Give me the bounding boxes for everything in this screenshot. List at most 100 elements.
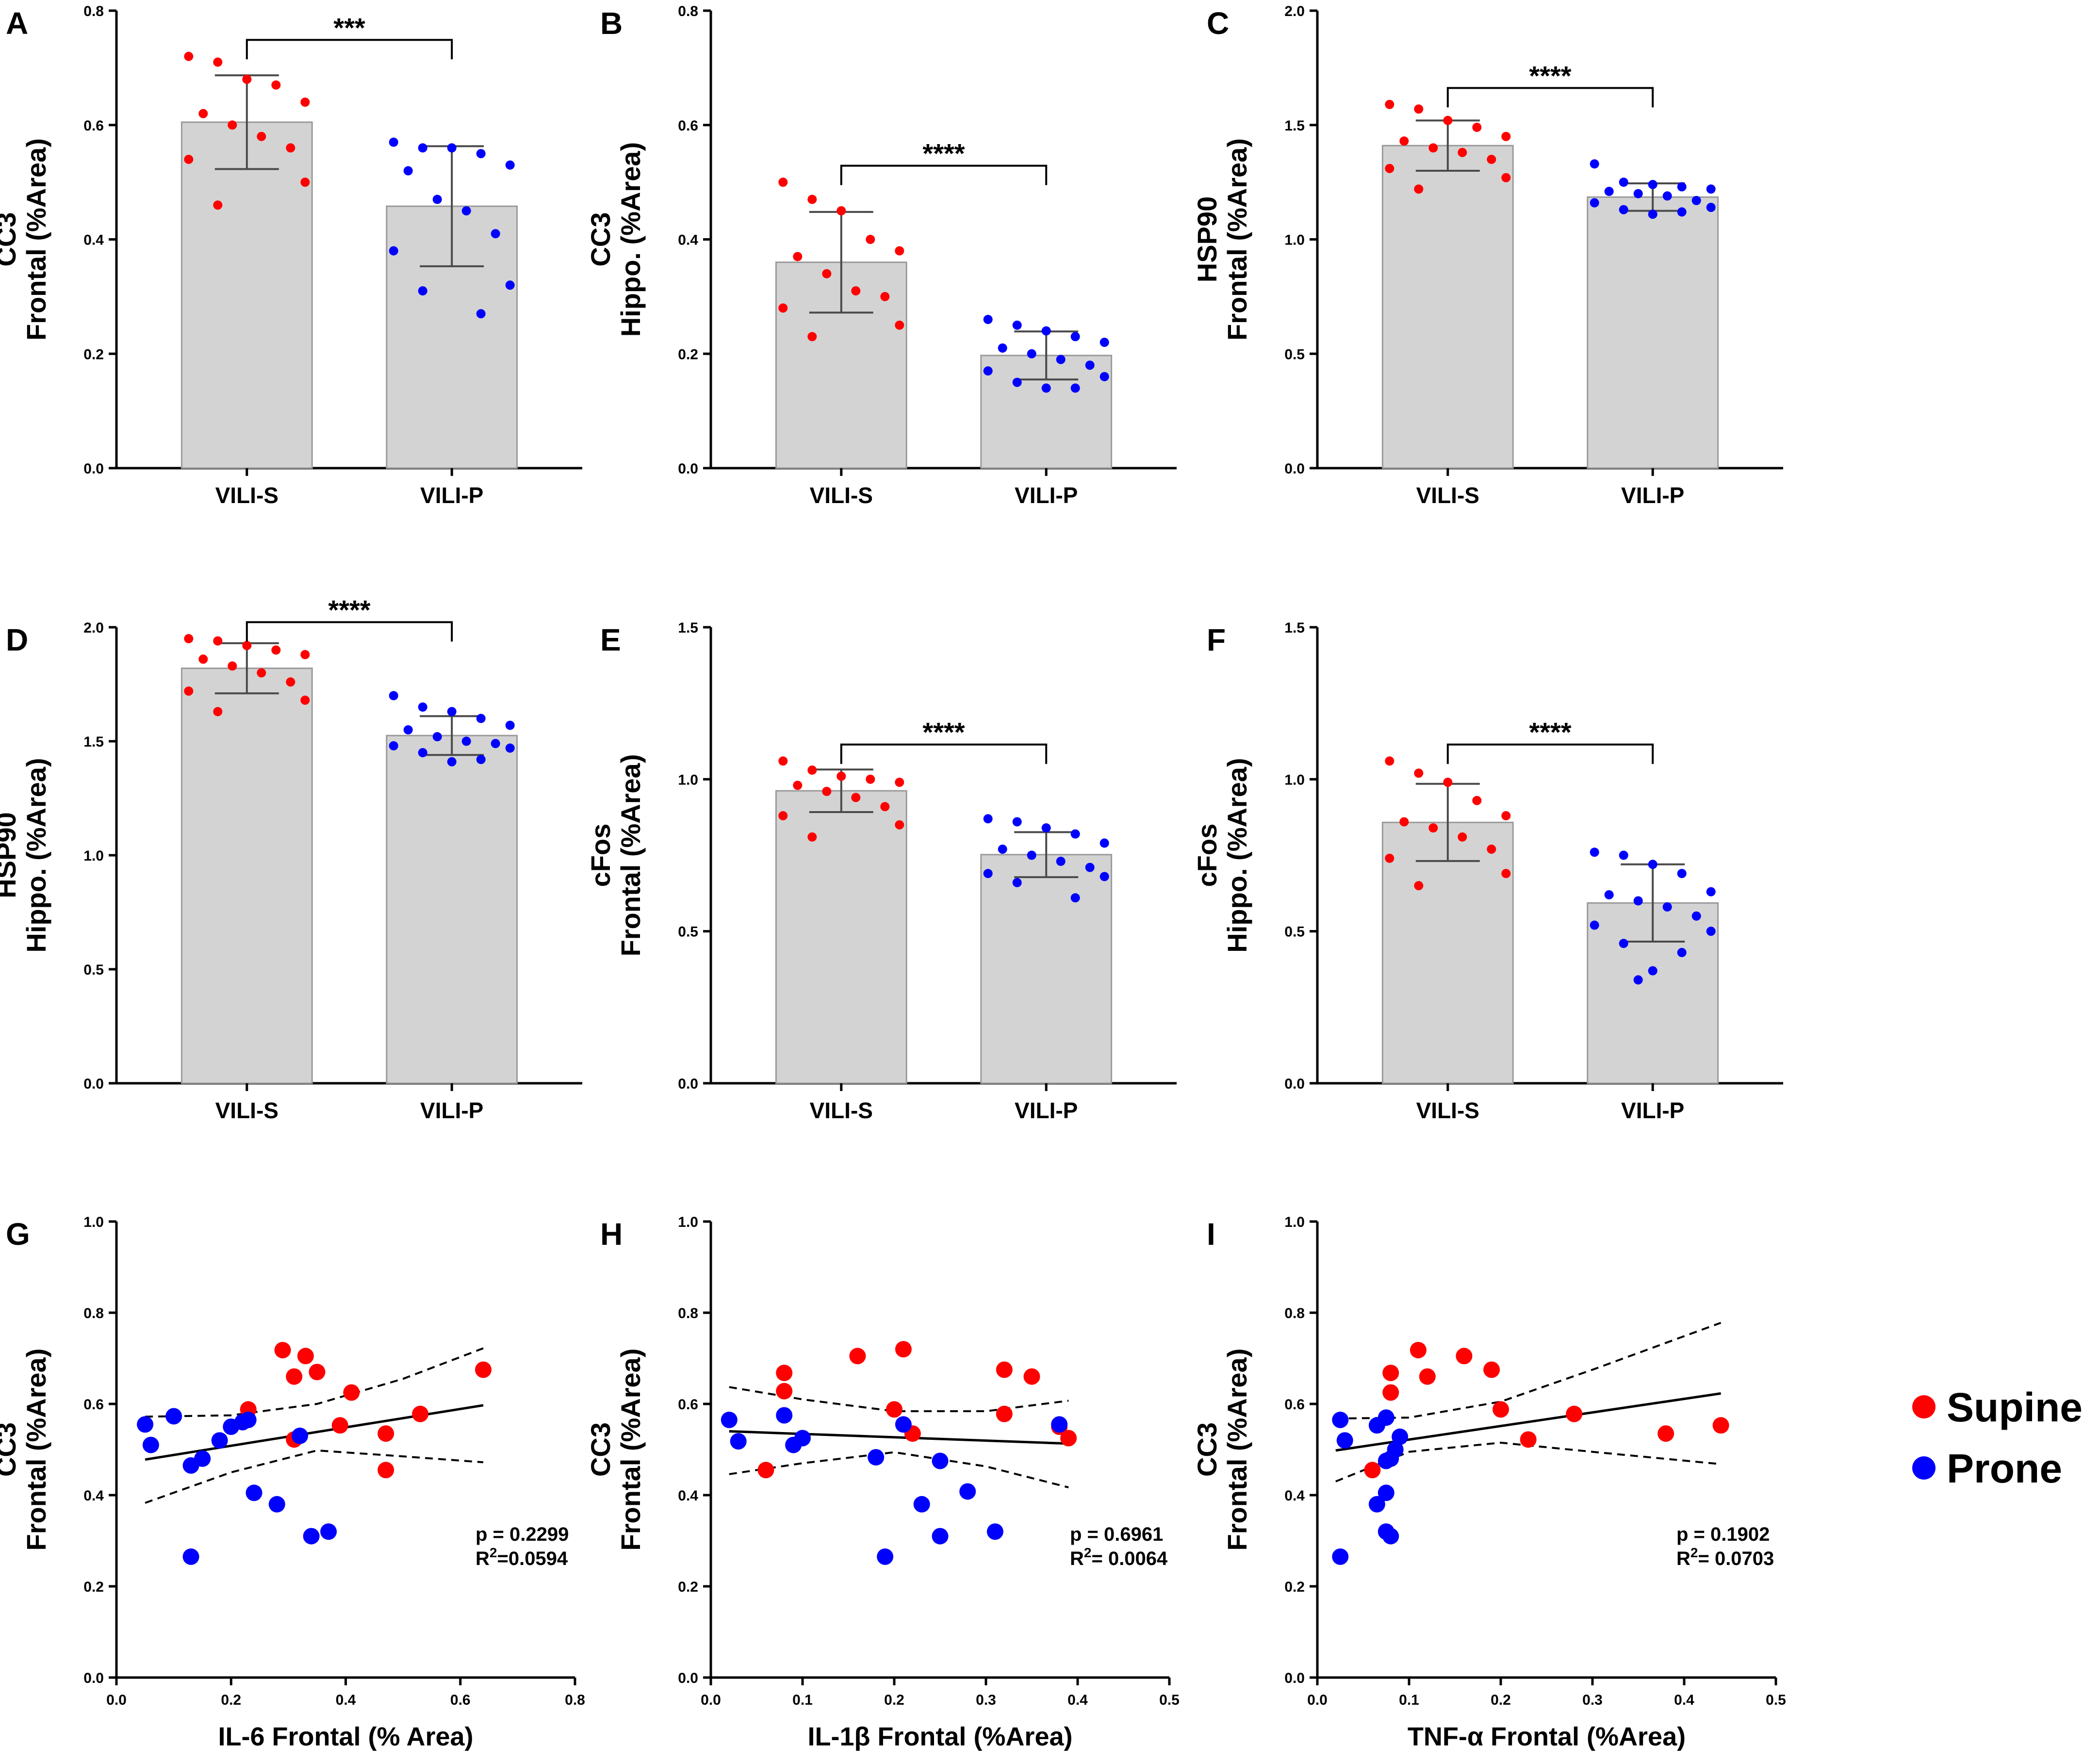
x-axis-title: IL-6 Frontal (% Area)	[218, 1722, 473, 1751]
y-tick-label: 0.6	[678, 118, 698, 134]
data-point-prone	[491, 229, 500, 239]
x-axis-title: IL-1β Frontal (%Area)	[807, 1722, 1072, 1751]
data-point-prone	[1056, 355, 1066, 364]
data-point-prone	[447, 707, 457, 717]
data-point-supine	[1023, 1368, 1040, 1385]
data-point-prone	[1382, 1528, 1399, 1545]
x-axis-title: TNF-α Frontal (%Area)	[1408, 1722, 1686, 1751]
data-point-prone	[1012, 878, 1022, 887]
data-point-supine	[184, 634, 194, 643]
data-point-prone	[730, 1433, 747, 1450]
data-point-supine	[412, 1405, 429, 1422]
y-axis-title-line2: Frontal (%Area)	[21, 138, 51, 341]
data-point-supine	[271, 80, 281, 90]
data-point-prone	[868, 1449, 885, 1466]
x-tick-label: 0.8	[565, 1692, 585, 1708]
data-point-supine	[1385, 99, 1395, 109]
data-point-supine	[822, 786, 832, 796]
data-point-supine	[1501, 869, 1511, 879]
data-point-prone	[877, 1548, 894, 1565]
data-point-prone	[1378, 1484, 1395, 1501]
data-point-prone	[913, 1496, 930, 1513]
x-tick-label: 0.0	[1307, 1692, 1328, 1708]
data-point-prone	[1368, 1496, 1385, 1513]
data-point-prone	[1662, 191, 1672, 201]
stats-r-squared: R2= 0.0064	[1070, 1545, 1168, 1569]
data-point-supine	[1414, 881, 1424, 891]
significance-bracket	[246, 39, 453, 60]
data-point-prone	[1648, 210, 1657, 219]
legend-prone-marker	[1912, 1456, 1936, 1480]
data-point-supine	[1060, 1430, 1077, 1447]
data-point-prone	[1368, 1417, 1385, 1434]
data-point-supine	[776, 1365, 793, 1382]
data-point-supine	[1385, 853, 1395, 863]
y-axis-title-line1: HSP90	[0, 812, 21, 898]
data-point-prone	[142, 1436, 159, 1453]
y-tick-label: 0.2	[1284, 1579, 1305, 1595]
data-point-supine	[849, 1348, 866, 1365]
y-tick-label: 0.2	[83, 346, 104, 362]
data-point-supine	[793, 781, 803, 790]
bar-vili-p	[1587, 196, 1719, 469]
data-point-prone	[1619, 850, 1628, 860]
significance-bracket	[246, 621, 453, 642]
data-point-prone	[1648, 966, 1657, 976]
panel-letter: H	[600, 1217, 623, 1252]
data-point-prone	[505, 743, 515, 753]
data-point-prone	[1604, 890, 1614, 899]
y-tick-label: 0.8	[678, 3, 698, 19]
y-axis-title-line1: CC3	[585, 212, 616, 266]
y-tick-label: 0.5	[83, 962, 104, 978]
y-axis-title-line1: CC3	[1192, 1422, 1222, 1477]
data-point-supine	[1385, 756, 1395, 766]
data-point-prone	[1027, 850, 1036, 860]
scatter-panel-g: G 0.0 0.2 0.4 0.6 0.8 1.0 CC3 Frontal (%Area) 0.0…	[0, 1214, 585, 1751]
data-point-prone	[1027, 349, 1036, 359]
data-point-supine	[213, 636, 223, 646]
data-point-prone	[137, 1416, 154, 1433]
legend-prone-label: Prone	[1947, 1446, 2062, 1491]
x-category-label: VILI-P	[420, 1098, 483, 1123]
y-tick-label: 0.0	[1284, 461, 1305, 477]
y-axis-title-line2: Frontal (%Area)	[615, 754, 646, 957]
bar-vili-s	[180, 668, 313, 1084]
data-point-supine	[1399, 817, 1409, 827]
data-point-prone	[1051, 1416, 1068, 1433]
data-point-supine	[866, 774, 875, 784]
data-point-prone	[1619, 178, 1628, 187]
data-point-supine	[1443, 778, 1453, 787]
data-point-prone	[1677, 182, 1687, 192]
data-point-supine	[184, 154, 194, 164]
data-point-prone	[476, 149, 486, 159]
legend-supine-marker	[1912, 1395, 1936, 1418]
significance-stars: ****	[328, 595, 370, 625]
data-point-supine	[778, 178, 788, 187]
data-point-prone	[303, 1528, 320, 1545]
data-point-supine	[274, 1342, 291, 1359]
y-tick-label: 0.2	[678, 346, 698, 362]
data-point-supine	[851, 286, 861, 296]
x-category-label: VILI-P	[420, 483, 483, 508]
x-category-label: VILI-S	[1416, 1098, 1479, 1123]
data-point-prone	[268, 1496, 285, 1513]
data-point-supine	[286, 143, 295, 153]
stats-p-value: p = 0.1902	[1676, 1524, 1770, 1545]
data-point-prone	[1085, 360, 1095, 370]
data-point-prone	[1085, 863, 1095, 872]
data-point-supine	[228, 661, 237, 671]
scatter-panel-i: I 0.0 0.2 0.4 0.6 0.8 1.0 CC3 Frontal (%Area) 0.0…	[1192, 1214, 1786, 1751]
data-point-prone	[1056, 857, 1066, 866]
y-tick-label: 0.6	[83, 1397, 104, 1413]
x-category-label: VILI-P	[1015, 483, 1078, 508]
data-point-supine	[377, 1425, 394, 1442]
y-tick-label: 0.5	[1284, 346, 1305, 362]
y-axis-title-line1: CC3	[585, 1422, 616, 1477]
data-point-prone	[1099, 372, 1109, 381]
data-point-prone	[403, 166, 413, 176]
data-point-prone	[476, 309, 486, 319]
data-point-prone	[1070, 893, 1080, 903]
x-category-label: VILI-P	[1621, 1098, 1684, 1123]
data-point-supine	[198, 654, 208, 664]
